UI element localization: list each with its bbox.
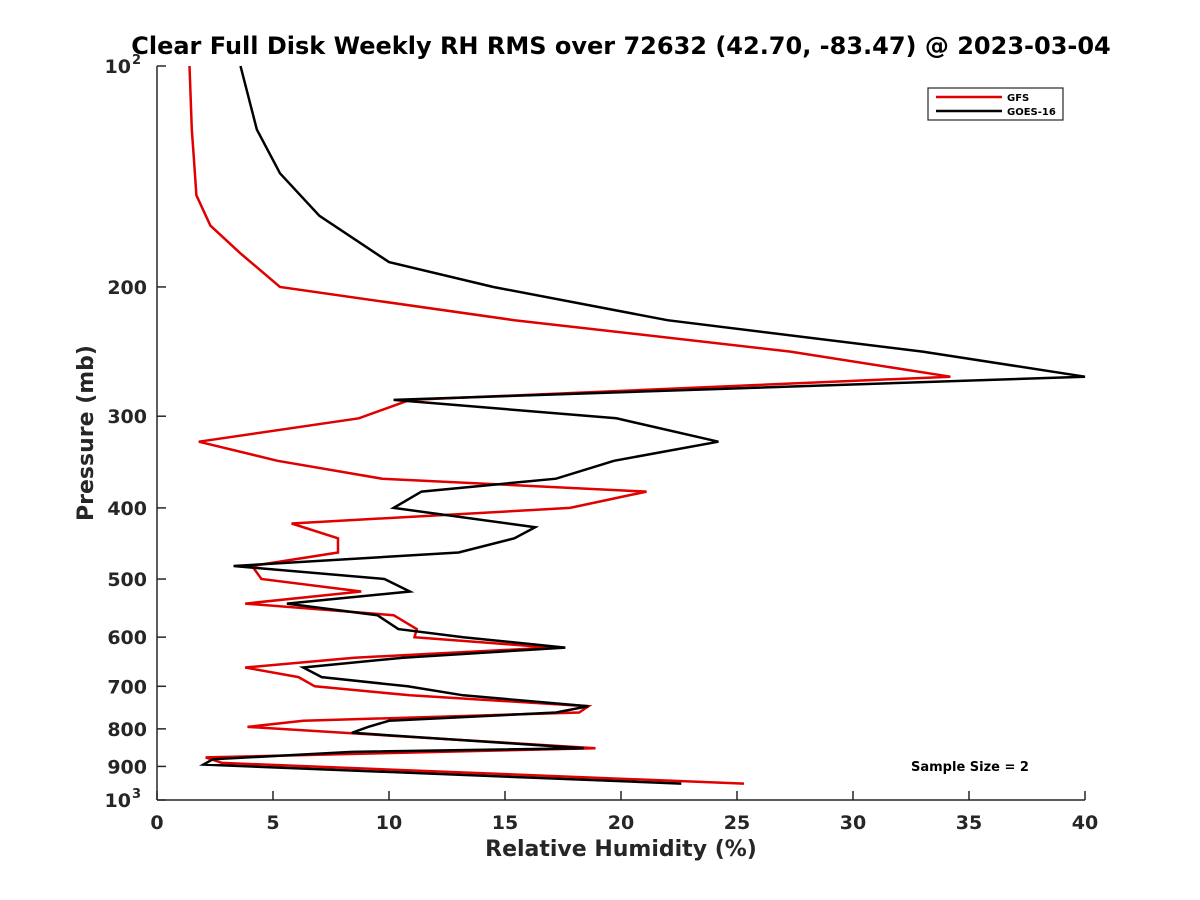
x-axis-label: Relative Humidity (%) [485, 837, 757, 862]
chart-title: Clear Full Disk Weekly RH RMS over 72632… [131, 32, 1111, 60]
x-tick-label: 35 [956, 812, 982, 834]
x-tick-label: 30 [840, 812, 866, 834]
series-line-gfs [188, 65, 951, 785]
y-tick-label: 500 [107, 569, 147, 591]
x-ticks: 0 5 10 15 20 25 30 35 40 [150, 791, 1098, 834]
x-tick-label: 15 [492, 812, 518, 834]
y-tick-label: 200 [107, 277, 147, 299]
legend-entry-goes-16: GOES-16 [936, 107, 1056, 118]
legend-box [927, 87, 1064, 121]
x-tick-label: 5 [266, 812, 279, 834]
y-axis-label: Pressure (mb) [74, 345, 99, 521]
y-tick-label: 600 [107, 627, 147, 649]
series-layer [188, 65, 1086, 785]
y-tick-exponent: 2 [132, 53, 141, 68]
y-tick-label: 10 [105, 790, 131, 812]
y-tick-label: 700 [107, 676, 147, 698]
x-tick-label: 25 [724, 812, 750, 834]
sample-size-annotation: Sample Size = 2 [911, 760, 1029, 775]
x-tick-label: 10 [376, 812, 402, 834]
x-tick-label: 40 [1072, 812, 1098, 834]
x-tick-label: 20 [608, 812, 634, 834]
y-tick-label: 10 [105, 56, 131, 78]
y-tick-label: 800 [107, 719, 147, 741]
legend-label-gfs: GFS [1007, 93, 1029, 104]
y-tick-exponent: 3 [132, 787, 141, 802]
y-tick-label: 400 [107, 498, 147, 520]
legend-label-goes-16: GOES-16 [1007, 107, 1056, 118]
y-tick-label: 900 [107, 756, 147, 778]
y-tick-label: 300 [107, 406, 147, 428]
series-line-goes-16 [198, 65, 1086, 785]
axes [156, 66, 1085, 801]
x-tick-label: 0 [150, 812, 163, 834]
legend: GFS GOES-16 [927, 87, 1064, 121]
legend-entry-gfs: GFS [936, 93, 1029, 104]
